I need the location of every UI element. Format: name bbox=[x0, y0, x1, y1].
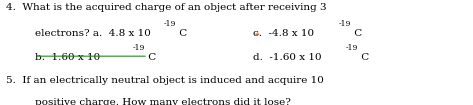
Text: 4.  What is the acquired charge of an object after receiving 3: 4. What is the acquired charge of an obj… bbox=[6, 3, 326, 12]
Text: -19: -19 bbox=[132, 44, 145, 52]
Text: d.  -1.60 x 10: d. -1.60 x 10 bbox=[253, 52, 322, 62]
Text: -19: -19 bbox=[338, 20, 350, 28]
Text: positive charge. How many electrons did it lose?: positive charge. How many electrons did … bbox=[35, 98, 291, 105]
Text: 5.  If an electrically neutral object is induced and acquire 10: 5. If an electrically neutral object is … bbox=[6, 76, 324, 85]
Text: C: C bbox=[176, 29, 187, 38]
Text: c.  -4.8 x 10: c. -4.8 x 10 bbox=[253, 29, 314, 38]
Text: -19: -19 bbox=[163, 20, 175, 28]
Text: -19: -19 bbox=[345, 44, 358, 52]
Text: C: C bbox=[351, 29, 362, 38]
Text: C: C bbox=[358, 52, 369, 62]
Text: C: C bbox=[145, 52, 157, 62]
Text: b.  1.60 x 10: b. 1.60 x 10 bbox=[35, 52, 101, 62]
Text: electrons? a.  4.8 x 10: electrons? a. 4.8 x 10 bbox=[35, 29, 151, 38]
